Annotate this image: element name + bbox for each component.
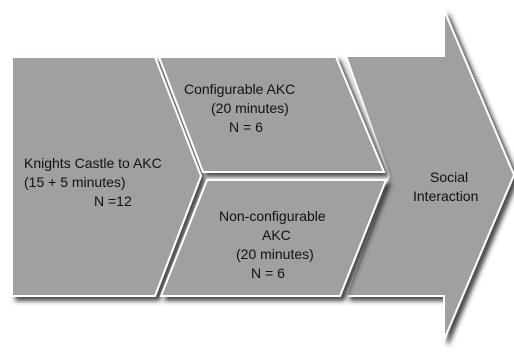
nonconfigurable-line-4: N = 6	[251, 265, 285, 281]
nonconfigurable-akc-block	[159, 179, 388, 297]
configurable-line-3: N = 6	[229, 119, 263, 135]
social-interaction-arrow	[344, 9, 514, 341]
social-interaction-line-1: Social	[430, 169, 468, 185]
nonconfigurable-line-1: Non-configurable	[219, 208, 326, 224]
knights-castle-line-1: Knights Castle to AKC	[24, 155, 162, 171]
knights-castle-line-2: (15 + 5 minutes)	[24, 174, 126, 190]
knights-castle-line-3: N =12	[94, 193, 132, 209]
social-interaction-line-2: Interaction	[413, 188, 478, 204]
nonconfigurable-line-2: AKC	[262, 227, 291, 243]
configurable-akc-block	[157, 56, 386, 173]
nonconfigurable-line-3: (20 minutes)	[236, 246, 314, 262]
configurable-line-2: (20 minutes)	[211, 100, 289, 116]
knights-castle-chevron	[11, 56, 203, 297]
configurable-line-1: Configurable AKC	[184, 81, 295, 97]
